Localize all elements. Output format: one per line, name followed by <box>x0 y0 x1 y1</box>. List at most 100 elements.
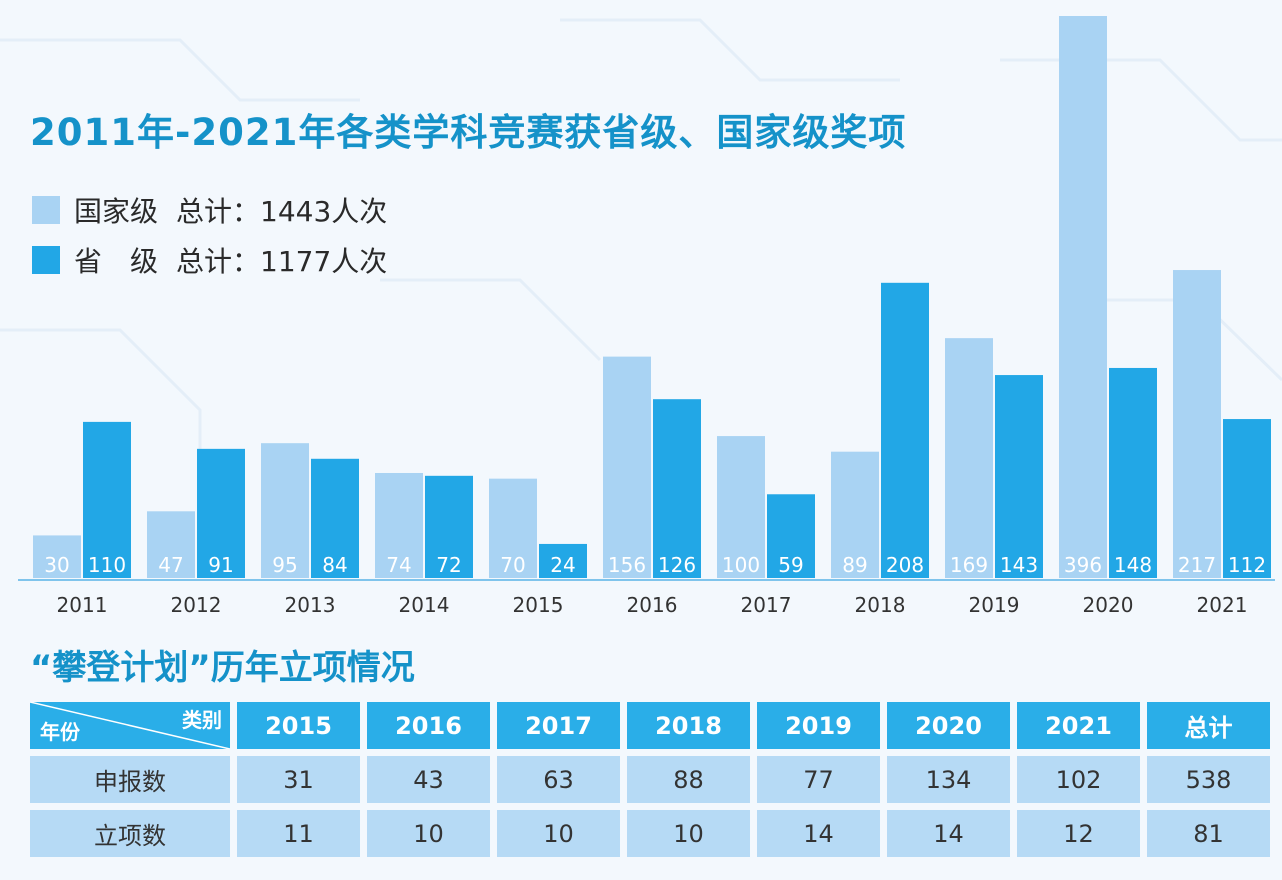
data-label: 89 <box>842 553 867 577</box>
table-title: “攀登计划”历年立项情况 <box>30 648 415 688</box>
bar-national-2015 <box>489 478 537 578</box>
x-tick-label: 2021 <box>1197 593 1248 617</box>
bar-provincial-2015 <box>539 543 587 578</box>
bar-national-2020 <box>1059 16 1107 578</box>
table-cell: 31 <box>237 756 360 803</box>
bar-national-2013 <box>261 443 309 578</box>
legend-total-provincial: 总计：1177人次 <box>176 245 388 278</box>
legend-swatch-provincial <box>32 246 60 274</box>
projects-table: 类别 年份 2015 2016 2017 2018 2019 2020 2021 总计 申报数… <box>30 702 1270 864</box>
legend-item-national: 国家级 总计：1443人次 <box>32 185 387 235</box>
table-row-label: 申报数 <box>30 756 230 803</box>
data-label: 169 <box>950 553 988 577</box>
bar-national-2017 <box>717 436 765 578</box>
table-header-cell: 2021 <box>1017 702 1140 749</box>
table-cell: 11 <box>237 810 360 857</box>
table-cell: 10 <box>497 810 620 857</box>
table-header-cell: 2015 <box>237 702 360 749</box>
bar-provincial-2021 <box>1223 419 1271 578</box>
bar-chart: 30 47 95 74 70 156 100 89 169 396 217 110 91 84 72 24 12… <box>18 16 1275 617</box>
bar-provincial-2020 <box>1109 367 1157 578</box>
data-label: 59 <box>778 553 803 577</box>
bar-provincial-2017 <box>767 494 815 578</box>
table-header-cell: 2020 <box>887 702 1010 749</box>
data-label: 156 <box>608 553 646 577</box>
x-tick-label: 2019 <box>969 593 1020 617</box>
x-tick-label: 2012 <box>171 593 222 617</box>
table-row: 立项数 11 10 10 10 14 14 12 81 <box>30 810 1270 857</box>
data-label: 24 <box>550 553 575 577</box>
table-header-cell: 2018 <box>627 702 750 749</box>
legend: 国家级 总计：1443人次 省 级总计：1177人次 <box>32 185 387 285</box>
table-cell: 81 <box>1147 810 1270 857</box>
bar-provincial-2011 <box>83 421 131 578</box>
table-corner-cell: 类别 年份 <box>30 702 230 749</box>
table-header-cell: 2019 <box>757 702 880 749</box>
table-cell: 102 <box>1017 756 1140 803</box>
bar-provincial-2013 <box>311 458 359 578</box>
bar-national-2016 <box>603 356 651 578</box>
bar-national-2012 <box>147 511 195 578</box>
x-tick-label: 2020 <box>1083 593 1134 617</box>
data-label: 126 <box>658 553 696 577</box>
table-header-cell: 2016 <box>367 702 490 749</box>
data-label: 91 <box>208 553 233 577</box>
data-label: 143 <box>1000 553 1038 577</box>
table-row: 申报数 31 43 63 88 77 134 102 538 <box>30 756 1270 803</box>
table-cell: 63 <box>497 756 620 803</box>
legend-label-provincial: 省 级 <box>74 245 159 278</box>
table-cell: 12 <box>1017 810 1140 857</box>
table-header-cell: 总计 <box>1147 702 1270 749</box>
table-row-label: 立项数 <box>30 810 230 857</box>
table-cell: 538 <box>1147 756 1270 803</box>
legend-item-provincial: 省 级总计：1177人次 <box>32 235 387 285</box>
bar-provincial-2014 <box>425 475 473 578</box>
x-tick-label: 2011 <box>57 593 108 617</box>
data-label: 72 <box>436 553 461 577</box>
data-label: 100 <box>722 553 760 577</box>
data-label: 95 <box>272 553 297 577</box>
data-label: 84 <box>322 553 347 577</box>
data-label: 70 <box>500 553 525 577</box>
data-label: 30 <box>44 553 69 577</box>
table-cell: 77 <box>757 756 880 803</box>
x-tick-label: 2015 <box>513 593 564 617</box>
corner-label-year: 年份 <box>40 720 80 744</box>
data-label: 208 <box>886 553 924 577</box>
data-label: 217 <box>1178 553 1216 577</box>
table-cell: 14 <box>887 810 1010 857</box>
legend-swatch-national <box>32 196 60 224</box>
table-cell: 14 <box>757 810 880 857</box>
table-cell: 10 <box>627 810 750 857</box>
data-label: 396 <box>1064 553 1102 577</box>
chart-title: 2011年-2021年各类学科竞赛获省级、国家级奖项 <box>30 111 907 154</box>
data-label: 148 <box>1114 553 1152 577</box>
x-tick-label: 2013 <box>285 593 336 617</box>
table-cell: 43 <box>367 756 490 803</box>
bar-provincial-2012 <box>197 448 245 578</box>
data-label: 47 <box>158 553 183 577</box>
corner-label-category: 类别 <box>182 708 222 732</box>
bar-national-2011 <box>33 535 81 578</box>
table-cell: 88 <box>627 756 750 803</box>
table-header-cell: 2017 <box>497 702 620 749</box>
data-label: 110 <box>88 553 126 577</box>
x-tick-label: 2017 <box>741 593 792 617</box>
data-label: 74 <box>386 553 411 577</box>
bar-national-2019 <box>945 338 993 578</box>
x-tick-label: 2018 <box>855 593 906 617</box>
bar-national-2018 <box>831 451 879 578</box>
legend-label-national: 国家级 <box>74 195 159 228</box>
bar-provincial-2019 <box>995 375 1043 578</box>
x-tick-label: 2014 <box>399 593 450 617</box>
bar-provincial-2018 <box>881 282 929 578</box>
table-header-row: 类别 年份 2015 2016 2017 2018 2019 2020 2021 总计 <box>30 702 1270 749</box>
legend-total-national: 总计：1443人次 <box>176 195 388 228</box>
bar-national-2021 <box>1173 270 1221 578</box>
data-label: 112 <box>1228 553 1266 577</box>
table-cell: 134 <box>887 756 1010 803</box>
bar-provincial-2016 <box>653 399 701 578</box>
bar-national-2014 <box>375 472 423 578</box>
x-tick-label: 2016 <box>627 593 678 617</box>
table-cell: 10 <box>367 810 490 857</box>
